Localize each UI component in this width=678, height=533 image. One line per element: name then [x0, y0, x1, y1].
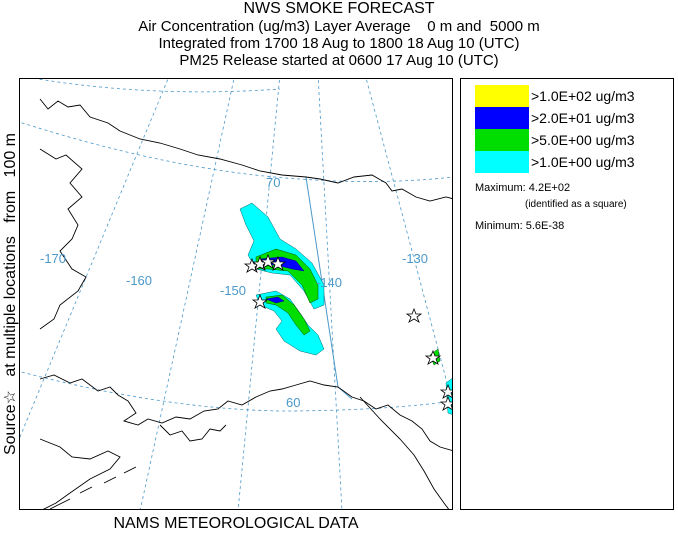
footer-met-data: NAMS METEOROLOGICAL DATA: [113, 515, 359, 532]
longitude-170-line: [20, 79, 169, 438]
aleutian-islands: [49, 466, 137, 509]
source-star-icon: [251, 293, 269, 309]
source-side-label: Source☆ at multiple locations from 100 m: [1, 78, 19, 510]
source-star-icon: [259, 253, 277, 269]
map-title: NWS SMOKE FORECAST: [243, 0, 435, 17]
source-star-icon: [439, 395, 452, 411]
lon-140-label: -140: [316, 275, 342, 290]
lon-160-label: -160: [126, 273, 152, 288]
source-star-icon: [269, 255, 287, 271]
smoke-plume-north: [239, 202, 325, 310]
longitude-150-line: [237, 79, 280, 509]
smoke-plume-south: [255, 290, 325, 356]
plume-south-cyan: [255, 290, 325, 356]
plume-south-blue: [265, 296, 285, 304]
lon-150-label: -150: [220, 283, 246, 298]
legend-swatch-cyan: [475, 151, 529, 173]
legend-label-yellow: >1.0E+02 ug/m3: [531, 88, 635, 104]
latitude-80-line: [35, 79, 281, 93]
legend-item-yellow: >1.0E+02 ug/m3: [475, 85, 635, 107]
lat-60-label: 60: [286, 395, 300, 410]
legend-item-cyan: >1.0E+00 ug/m3: [475, 151, 635, 173]
map-panel: 70 60 -170 -160 -150 -140 -130: [19, 78, 453, 510]
title-block: NWS SMOKE FORECAST Air Concentration (ug…: [0, 0, 678, 69]
subtitle-integration: Integrated from 1700 18 Aug to 1800 18 A…: [158, 35, 520, 52]
legend-label-cyan: >1.0E+00 ug/m3: [531, 154, 635, 170]
source-star-icon: [439, 383, 452, 399]
minimum-value: Minimum: 5.6E-38: [475, 220, 565, 232]
subtitle-release: PM25 Release started at 0600 17 Aug 10 (…: [179, 52, 499, 69]
maximum-note: (identified as a square): [525, 199, 627, 210]
latitude-60-line: [20, 371, 452, 412]
latitude-70-line: [20, 121, 452, 182]
longitude-130-line: [365, 79, 452, 404]
longitude-160-line: [140, 79, 235, 509]
legend-label-green: >5.0E+00 ug/m3: [531, 132, 635, 148]
longitude-140-line: [317, 79, 343, 509]
legend-item-green: >5.0E+00 ug/m3: [475, 129, 635, 151]
legend-item-blue: >2.0E+01 ug/m3: [475, 107, 635, 129]
lon-130-label: -130: [402, 251, 428, 266]
graticule: [20, 79, 452, 509]
southeast-panhandle: [359, 396, 450, 509]
lon-170-label: -170: [40, 251, 66, 266]
plume-south-green: [265, 294, 311, 336]
source-star-icon: [405, 307, 423, 323]
subtitle-concentration: Air Concentration (ug/m3) Layer Average …: [138, 18, 540, 35]
legend-swatch-yellow: [475, 85, 529, 107]
legend-swatch-blue: [475, 107, 529, 129]
lat-70-label: 70: [266, 175, 280, 190]
maximum-value: Maximum: 4.2E+02: [475, 182, 571, 194]
legend-panel: >1.0E+02 ug/m3 >2.0E+01 ug/m3 >5.0E+00 u…: [460, 78, 674, 510]
legend-swatch-green: [475, 129, 529, 151]
legend-label-blue: >2.0E+01 ug/m3: [531, 110, 635, 126]
source-label-text: Source☆ at multiple locations from 100 m: [2, 132, 19, 456]
source-star-icon: [424, 349, 442, 365]
alaska-map: 70 60 -170 -160 -150 -140 -130: [20, 79, 452, 509]
alaska-coastline: [39, 98, 452, 509]
source-markers: [243, 253, 452, 411]
